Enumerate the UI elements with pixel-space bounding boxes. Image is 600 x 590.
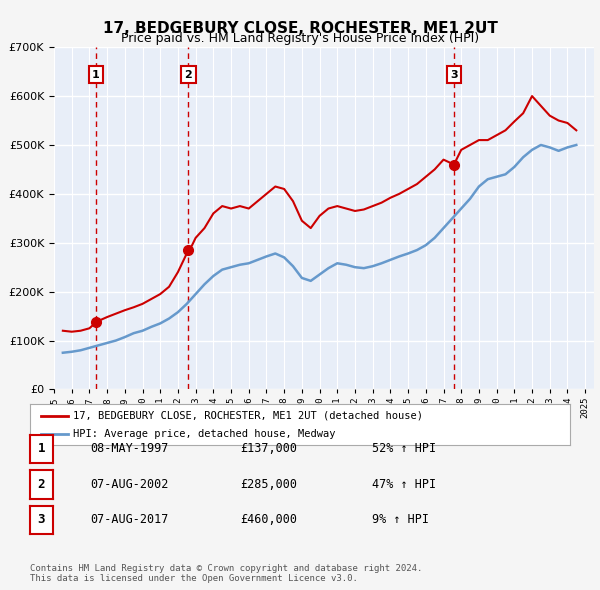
Text: HPI: Average price, detached house, Medway: HPI: Average price, detached house, Medw… xyxy=(73,429,336,439)
Text: 08-MAY-1997: 08-MAY-1997 xyxy=(90,442,169,455)
Text: 17, BEDGEBURY CLOSE, ROCHESTER, ME1 2UT: 17, BEDGEBURY CLOSE, ROCHESTER, ME1 2UT xyxy=(103,21,497,35)
Text: 07-AUG-2002: 07-AUG-2002 xyxy=(90,478,169,491)
Text: Price paid vs. HM Land Registry's House Price Index (HPI): Price paid vs. HM Land Registry's House … xyxy=(121,32,479,45)
Text: 07-AUG-2017: 07-AUG-2017 xyxy=(90,513,169,526)
Text: 17, BEDGEBURY CLOSE, ROCHESTER, ME1 2UT (detached house): 17, BEDGEBURY CLOSE, ROCHESTER, ME1 2UT … xyxy=(73,411,423,421)
Text: 9% ↑ HPI: 9% ↑ HPI xyxy=(372,513,429,526)
Text: £137,000: £137,000 xyxy=(240,442,297,455)
Text: Contains HM Land Registry data © Crown copyright and database right 2024.
This d: Contains HM Land Registry data © Crown c… xyxy=(30,563,422,583)
Text: 3: 3 xyxy=(38,513,45,526)
Text: £460,000: £460,000 xyxy=(240,513,297,526)
Text: 47% ↑ HPI: 47% ↑ HPI xyxy=(372,478,436,491)
Text: 2: 2 xyxy=(38,478,45,491)
Text: 2: 2 xyxy=(185,70,192,80)
Text: 3: 3 xyxy=(450,70,458,80)
Text: 1: 1 xyxy=(92,70,100,80)
Text: 1: 1 xyxy=(38,442,45,455)
Text: £285,000: £285,000 xyxy=(240,478,297,491)
Text: 52% ↑ HPI: 52% ↑ HPI xyxy=(372,442,436,455)
